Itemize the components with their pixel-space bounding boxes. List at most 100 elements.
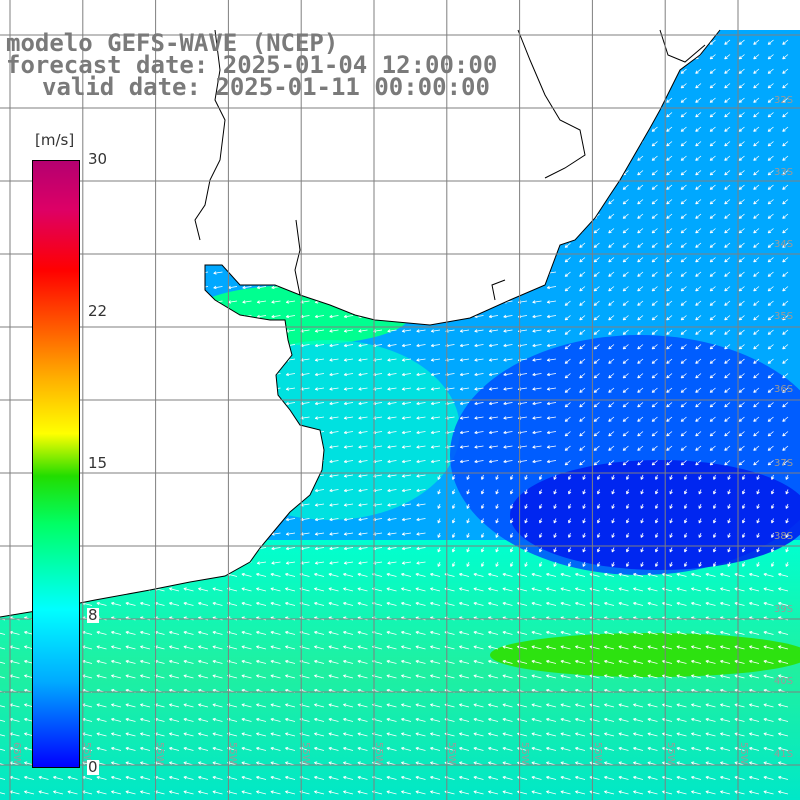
wind-arrow — [738, 315, 745, 321]
wind-arrow — [459, 659, 470, 664]
wind-arrow — [329, 445, 339, 449]
wind-arrow — [256, 659, 267, 664]
wind-arrow — [328, 732, 339, 737]
wind-arrow — [270, 659, 281, 664]
wind-arrow — [212, 732, 223, 737]
wind-arrow — [695, 126, 702, 132]
wind-arrow — [459, 372, 470, 377]
longitude-label: 65W — [11, 742, 22, 765]
wind-arrow — [416, 343, 426, 348]
wind-arrow — [488, 746, 499, 751]
wind-arrow — [531, 703, 542, 708]
wind-arrow — [546, 459, 557, 464]
wind-arrow — [695, 300, 702, 306]
wind-arrow — [749, 645, 760, 650]
wind-arrow — [430, 630, 441, 635]
wind-arrow — [430, 430, 441, 435]
wind-arrow — [655, 561, 659, 567]
wind-arrow — [709, 39, 716, 45]
wind-arrow — [111, 674, 122, 679]
wind-arrow — [727, 474, 731, 480]
wind-arrow — [343, 674, 354, 679]
wind-arrow — [488, 372, 499, 377]
wind-arrow — [285, 630, 296, 635]
wind-arrow — [782, 97, 789, 103]
wind-arrow — [763, 587, 774, 592]
wind-arrow — [401, 572, 412, 577]
wind-arrow — [742, 547, 746, 553]
wind-arrow — [328, 775, 339, 780]
wind-arrow — [767, 141, 774, 147]
wind-arrow — [782, 68, 789, 74]
wind-arrow — [488, 587, 499, 592]
wind-arrow — [329, 372, 339, 377]
wind-arrow — [329, 503, 339, 507]
wind-arrow — [357, 703, 368, 708]
wind-arrow — [343, 372, 354, 377]
wind-arrow — [314, 587, 325, 592]
wind-arrow — [125, 645, 136, 650]
wind-arrow — [756, 474, 760, 480]
wind-arrow — [242, 285, 252, 290]
wind-arrow — [724, 344, 731, 350]
wind-arrow — [626, 503, 630, 509]
wind-arrow — [680, 416, 687, 422]
wind-arrow — [608, 286, 615, 292]
wind-arrow — [695, 402, 702, 408]
wind-arrow — [611, 474, 615, 480]
wind-arrow — [676, 587, 687, 592]
wind-arrow — [343, 775, 354, 780]
wind-arrow — [767, 126, 774, 132]
wind-arrow — [763, 717, 774, 722]
wind-arrow — [738, 431, 745, 437]
wind-arrow — [734, 790, 745, 795]
wind-arrow — [415, 601, 426, 606]
wind-arrow — [430, 572, 441, 577]
wind-arrow — [357, 674, 368, 679]
wind-arrow — [637, 445, 644, 451]
wind-arrow — [593, 242, 600, 248]
wind-arrow — [593, 416, 600, 422]
wind-arrow — [618, 659, 629, 664]
latitude-label: 37S — [774, 458, 794, 469]
wind-arrow — [553, 474, 557, 480]
wind-arrow — [386, 572, 397, 577]
wind-arrow — [401, 343, 412, 348]
wind-arrow — [546, 445, 557, 449]
wind-arrow — [564, 373, 571, 379]
wind-arrow — [763, 630, 774, 635]
wind-arrow — [546, 717, 557, 722]
wind-arrow — [270, 645, 281, 650]
wind-arrow — [622, 387, 629, 393]
wind-arrow — [0, 790, 6, 795]
wind-arrow — [640, 547, 644, 553]
wind-arrow — [502, 645, 513, 650]
longitude-label: 55W — [227, 742, 238, 765]
wind-arrow — [579, 329, 586, 335]
wind-arrow — [125, 746, 136, 751]
wind-arrow — [647, 775, 658, 780]
wind-arrow — [575, 746, 586, 751]
wind-arrow — [358, 416, 368, 420]
wind-arrow — [691, 645, 702, 650]
wind-arrow — [459, 732, 470, 737]
wind-arrow — [553, 518, 557, 524]
wind-arrow — [198, 659, 209, 664]
wind-arrow — [785, 489, 789, 495]
wind-arrow — [415, 572, 426, 577]
wind-arrow — [358, 445, 368, 449]
wind-arrow — [415, 703, 426, 708]
wind-arrow — [720, 732, 731, 737]
wind-arrow — [749, 790, 760, 795]
wind-arrow — [329, 517, 339, 522]
wind-arrow — [691, 601, 702, 606]
wind-arrow — [169, 659, 180, 664]
wind-arrow — [488, 430, 499, 435]
wind-arrow — [640, 532, 644, 538]
wind-arrow — [256, 285, 267, 290]
wind-arrow — [771, 489, 775, 495]
wind-arrow — [753, 416, 760, 422]
wind-arrow — [604, 645, 615, 650]
wind-arrow — [709, 271, 716, 277]
